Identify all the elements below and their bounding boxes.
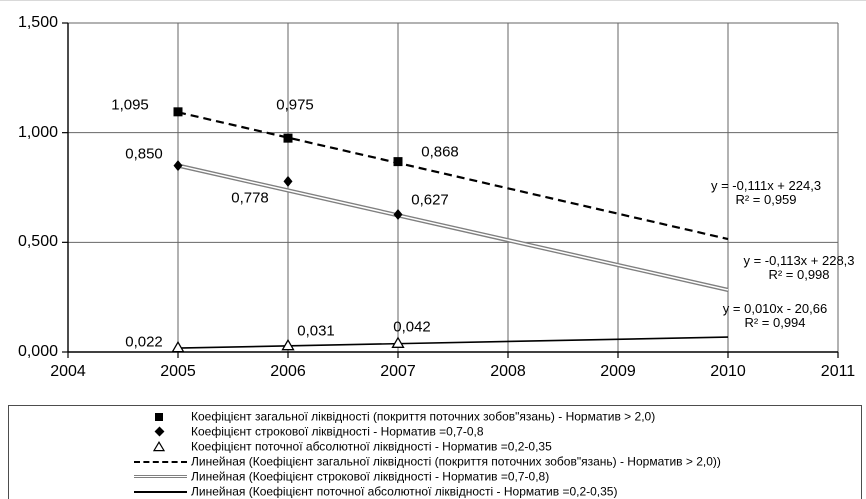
equation-text: y = -0,111x + 224,3 xyxy=(710,178,822,193)
trend-equation-absolute-liquidity: y = 0,010x - 20,66 R² = 0,994 xyxy=(723,302,827,330)
equation-text: y = 0,010x - 20,66 xyxy=(722,301,828,316)
legend-label: Коефіцієнт загальної ліквідності (покрит… xyxy=(191,409,656,423)
data-label: 0,850 xyxy=(125,145,163,163)
x-axis-tick-label: 2007 xyxy=(380,363,416,380)
x-axis-tick-label: 2004 xyxy=(50,363,86,380)
y-axis-tick-label: 0,500 xyxy=(17,233,58,251)
x-axis-tick-label: 2010 xyxy=(710,363,746,380)
data-label: 0,868 xyxy=(421,143,459,161)
legend-label: Линейная (Коефіцієнт строкової ліквіднос… xyxy=(191,469,550,484)
r-squared-text: R² = 0,998 xyxy=(768,267,830,282)
legend-marker xyxy=(129,439,189,454)
diamond-marker xyxy=(283,175,293,187)
square-marker-icon xyxy=(155,412,163,421)
trend-equation-total-liquidity: y = -0,111x + 224,3 R² = 0,959 xyxy=(711,179,821,207)
x-axis-tick-label: 2005 xyxy=(160,363,196,380)
data-label: 0,042 xyxy=(393,318,431,336)
y-axis-tick-label: 0,000 xyxy=(17,343,58,360)
gray-line-icon xyxy=(134,475,187,478)
square-marker xyxy=(173,107,183,117)
diamond-marker xyxy=(393,208,403,220)
black-line-icon xyxy=(134,491,187,493)
legend-label: Линейная (Коефіцієнт поточної абсолютної… xyxy=(191,484,618,499)
legend-label: Коефіцієнт поточної абсолютної ліквіднос… xyxy=(191,439,552,453)
trendline-dashed xyxy=(177,111,729,241)
chart-top-border xyxy=(0,0,866,1)
data-label: 0,975 xyxy=(276,96,314,114)
legend-item: Коефіцієнт загальної ліквідності (покрит… xyxy=(9,409,861,424)
triangle-marker xyxy=(391,336,405,348)
triangle-marker xyxy=(171,340,185,353)
data-label: 1,095 xyxy=(111,96,149,114)
y-axis-tick-label: 1,500 xyxy=(17,14,58,31)
legend-item: Коефіцієнт строкової ліквідності - Норма… xyxy=(9,424,861,439)
square-marker xyxy=(283,133,293,143)
square-marker xyxy=(393,157,403,167)
legend-marker xyxy=(129,424,189,439)
trendline-solid xyxy=(177,336,729,349)
legend-item: Линейная (Коефіцієнт строкової ліквіднос… xyxy=(9,470,861,485)
x-axis-tick-label: 2011 xyxy=(820,363,856,380)
legend-item: Коефіцієнт поточної абсолютної ліквіднос… xyxy=(9,439,861,454)
equation-text: y = -0,113x + 228,3 xyxy=(743,253,855,268)
legend-label: Линейная (Коефіцієнт загальної ліквіднос… xyxy=(191,454,721,469)
data-label: 0,022 xyxy=(125,333,163,351)
legend-marker xyxy=(129,409,189,424)
data-label: 0,778 xyxy=(231,189,269,207)
legend-item: Линейная (Коефіцієнт поточної абсолютної… xyxy=(9,485,861,499)
legend-box: Коефіцієнт загальної ліквідності (покрит… xyxy=(8,405,862,499)
y-axis-tick-label: 1,000 xyxy=(17,123,58,141)
legend-marker xyxy=(129,470,189,485)
legend-item: Линейная (Коефіцієнт загальної ліквіднос… xyxy=(9,455,861,470)
triangle-marker-icon xyxy=(153,441,165,452)
data-label: 0,627 xyxy=(411,191,449,209)
trendline-gray-inner xyxy=(177,164,729,291)
legend-marker xyxy=(129,485,189,499)
data-label: 0,031 xyxy=(297,322,335,340)
dashed-line-icon xyxy=(134,461,187,463)
trend-equation-quick-liquidity: y = -0,113x + 228,3 R² = 0,998 xyxy=(743,254,854,282)
x-axis-tick-label: 2006 xyxy=(270,363,306,380)
r-squared-text: R² = 0,994 xyxy=(744,315,806,330)
triangle-marker xyxy=(281,338,295,351)
r-squared-text: R² = 0,959 xyxy=(735,192,797,207)
legend-label: Коефіцієнт строкової ліквідності - Норма… xyxy=(191,424,484,438)
diamond-marker-icon xyxy=(154,426,164,437)
legend-marker xyxy=(129,455,189,470)
diamond-marker xyxy=(173,160,183,172)
x-axis-tick-label: 2008 xyxy=(490,363,526,380)
x-axis-tick-label: 2009 xyxy=(600,363,636,380)
